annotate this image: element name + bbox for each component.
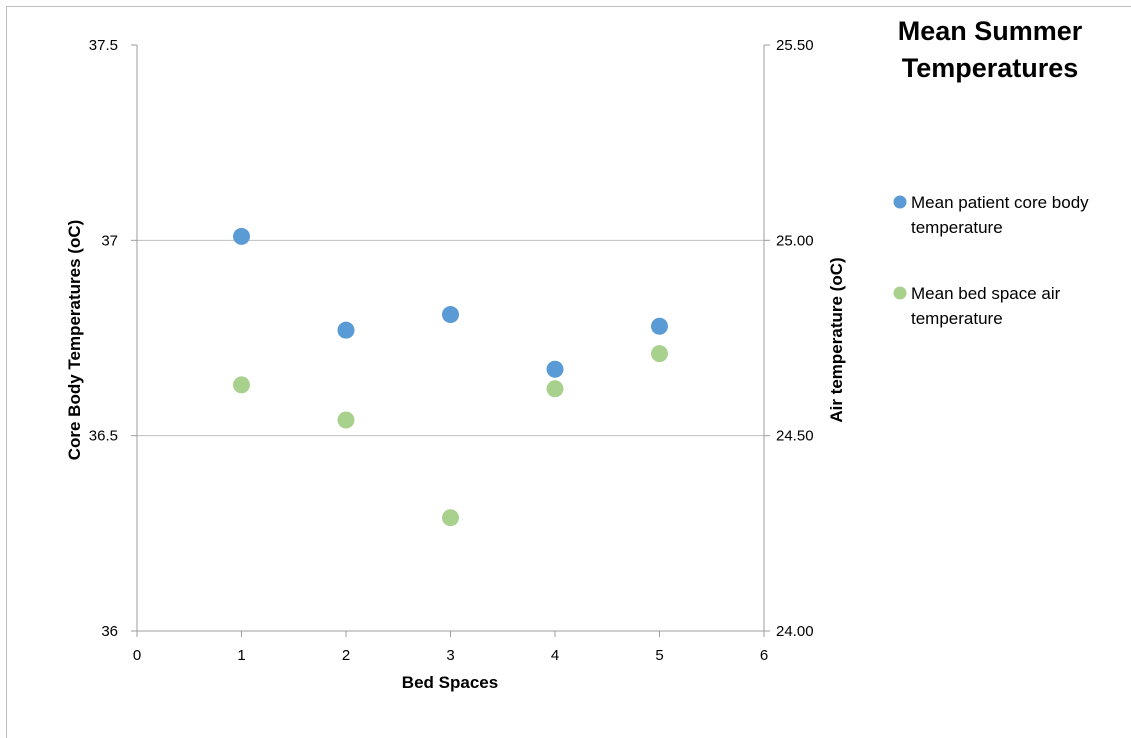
y2-tick-label: 24.00	[776, 623, 814, 640]
data-points	[233, 227, 668, 527]
legend-item-air-temp[interactable]: Mean bed space air temperature	[893, 284, 1061, 328]
x-tick-label: 4	[551, 647, 559, 664]
y-tick-label: 36	[101, 623, 118, 640]
legend: Mean patient core body temperature Mean …	[893, 193, 1090, 328]
chart-frame	[6, 6, 1131, 738]
data-point-series-0[interactable]	[442, 306, 459, 324]
chart-title-line-1: Mean Summer	[898, 16, 1083, 46]
data-point-series-0[interactable]	[233, 227, 250, 245]
legend-label-line-2: temperature	[911, 309, 1003, 328]
y-axis-title: Core Body Temperatures (oC)	[65, 220, 84, 461]
data-point-series-0[interactable]	[651, 317, 668, 335]
legend-label-line-1: Mean patient core body	[911, 193, 1089, 212]
tick-labels: 36 36.5 37 37.5 24.00 24.50 25.00 25.50 0 1 2 3 4 5 6	[89, 37, 814, 664]
data-point-series-1[interactable]	[337, 411, 355, 429]
x-axis-title: Bed Spaces	[402, 673, 498, 692]
data-point-series-0[interactable]	[546, 360, 564, 378]
chart-title-line-2: Temperatures	[902, 53, 1079, 83]
legend-marker	[893, 195, 907, 209]
data-point-series-1[interactable]	[651, 345, 668, 363]
legend-item-core-body[interactable]: Mean patient core body temperature	[893, 193, 1090, 237]
axes	[131, 44, 770, 637]
x-tick-label: 2	[342, 647, 350, 664]
x-tick-label: 1	[237, 647, 245, 664]
y-tick-label: 37	[101, 232, 118, 249]
x-tick-label: 3	[446, 647, 454, 664]
y2-tick-label: 25.00	[776, 232, 814, 249]
data-point-series-1[interactable]	[442, 509, 459, 527]
data-point-series-1[interactable]	[546, 380, 564, 398]
y2-axis-title: Air temperature (oC)	[827, 257, 846, 422]
data-point-series-1[interactable]	[233, 376, 250, 394]
x-tick-label: 6	[760, 647, 768, 664]
legend-label-line-1: Mean bed space air	[911, 284, 1061, 303]
x-tick-label: 5	[655, 647, 663, 664]
x-tick-label: 0	[133, 647, 141, 664]
legend-marker	[893, 286, 907, 300]
y2-tick-label: 24.50	[776, 428, 814, 445]
y-tick-label: 37.5	[89, 37, 118, 54]
legend-label-line-2: temperature	[911, 218, 1003, 237]
y-tick-label: 36.5	[89, 428, 118, 445]
data-point-series-0[interactable]	[337, 321, 355, 339]
gridlines	[137, 239, 764, 437]
y2-tick-label: 25.50	[776, 37, 814, 54]
